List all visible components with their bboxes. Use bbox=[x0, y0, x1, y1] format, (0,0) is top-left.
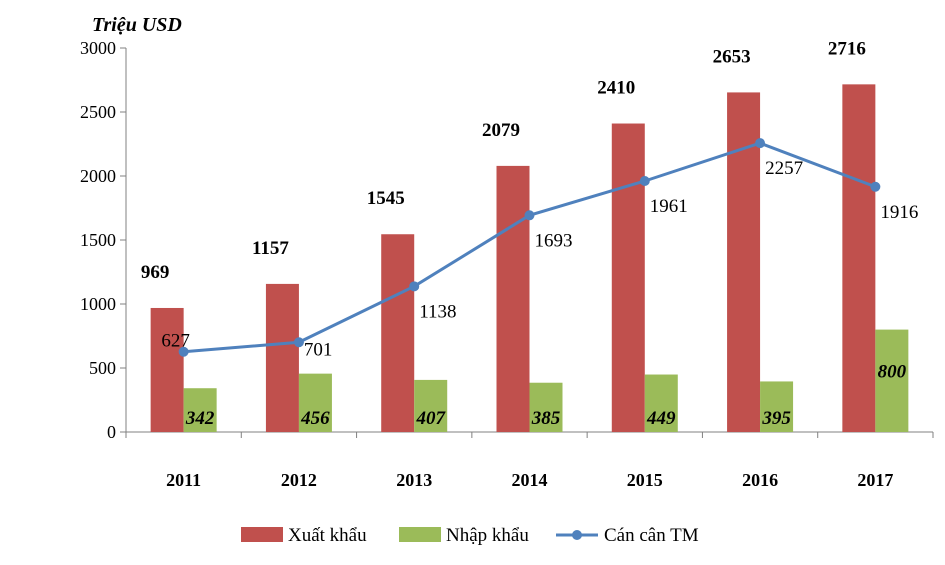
trade-balance-data-label: 1961 bbox=[650, 196, 688, 217]
import-data-label: 800 bbox=[878, 362, 907, 383]
legend-label-import: Nhập khẩu bbox=[446, 525, 529, 546]
y-axis-unit-label: Triệu USD bbox=[92, 14, 182, 36]
trade-balance-line: 627 701 1138 1693 1961 2257 1916 bbox=[161, 138, 918, 360]
y-tick-label: 500 bbox=[89, 358, 116, 378]
export-data-label: 2653 bbox=[713, 46, 751, 67]
export-bar bbox=[381, 234, 415, 432]
legend-label-export: Xuất khẩu bbox=[288, 525, 367, 546]
y-tick-label: 1500 bbox=[80, 230, 116, 250]
export-data-label: 2410 bbox=[597, 78, 635, 99]
import-data-label: 342 bbox=[185, 408, 215, 429]
y-tick-label: 2500 bbox=[80, 102, 116, 122]
trade-balance-point bbox=[870, 181, 881, 192]
trade-balance-data-label: 2257 bbox=[765, 158, 803, 179]
trade-balance-point bbox=[639, 175, 650, 186]
import-bars: 342 456 407 385 449 395 800 bbox=[183, 329, 909, 432]
x-tick-label: 2015 bbox=[627, 470, 663, 490]
x-tick-label: 2016 bbox=[742, 470, 778, 490]
x-tick-label: 2014 bbox=[512, 470, 548, 490]
y-axis-ticks: 0 500 1000 1500 2000 2500 3000 bbox=[80, 38, 127, 442]
import-data-label: 395 bbox=[761, 408, 791, 429]
export-data-label: 1157 bbox=[252, 238, 289, 259]
export-bar bbox=[150, 307, 184, 432]
trade-balance-data-label: 1693 bbox=[535, 230, 573, 251]
trade-balance-point bbox=[178, 346, 189, 357]
import-bar bbox=[875, 329, 909, 432]
x-tick-label: 2011 bbox=[166, 470, 201, 490]
export-bar bbox=[496, 165, 530, 432]
import-bar bbox=[183, 388, 217, 432]
y-tick-label: 3000 bbox=[80, 38, 116, 58]
trade-balance-point bbox=[409, 281, 420, 292]
export-data-label: 2716 bbox=[828, 38, 866, 59]
import-bar bbox=[529, 382, 563, 432]
y-tick-label: 2000 bbox=[80, 166, 116, 186]
export-bar bbox=[842, 84, 876, 433]
x-tick-label: 2017 bbox=[857, 470, 893, 490]
x-tick-label: 2013 bbox=[396, 470, 432, 490]
y-tick-label: 0 bbox=[107, 422, 116, 442]
trade-balance-data-label: 1916 bbox=[880, 202, 918, 223]
export-bar bbox=[265, 283, 299, 432]
export-data-label: 969 bbox=[141, 262, 170, 283]
y-tick-label: 1000 bbox=[80, 294, 116, 314]
import-data-label: 385 bbox=[531, 408, 561, 429]
trade-balance-data-label: 1138 bbox=[419, 301, 456, 322]
import-data-label: 407 bbox=[415, 408, 446, 429]
export-data-label: 2079 bbox=[482, 120, 520, 141]
legend: Xuất khẩu Nhập khẩu Cán cân TM bbox=[241, 525, 699, 546]
trade-balance-data-label: 627 bbox=[161, 331, 190, 352]
import-bar bbox=[644, 374, 678, 432]
legend-swatch-import bbox=[399, 527, 441, 542]
import-bar bbox=[298, 373, 332, 432]
export-bars: 969 1157 1545 2079 2410 2653 2716 bbox=[141, 38, 876, 433]
x-tick-label: 2012 bbox=[281, 470, 317, 490]
export-bar bbox=[611, 123, 645, 433]
x-axis: 2011 2012 2013 2014 2015 2016 2017 bbox=[125, 431, 934, 490]
trade-balance-point bbox=[524, 210, 535, 221]
import-bar bbox=[760, 381, 794, 432]
trade-balance-point bbox=[755, 138, 766, 149]
trade-balance-point bbox=[293, 337, 304, 348]
import-data-label: 456 bbox=[300, 408, 330, 429]
legend-label-balance: Cán cân TM bbox=[604, 525, 699, 546]
legend-swatch-export bbox=[241, 527, 283, 542]
export-data-label: 1545 bbox=[367, 188, 405, 209]
import-bar bbox=[414, 379, 448, 432]
import-data-label: 449 bbox=[646, 408, 676, 429]
legend-marker-balance bbox=[572, 530, 582, 540]
trade-balance-data-label: 701 bbox=[304, 339, 333, 360]
